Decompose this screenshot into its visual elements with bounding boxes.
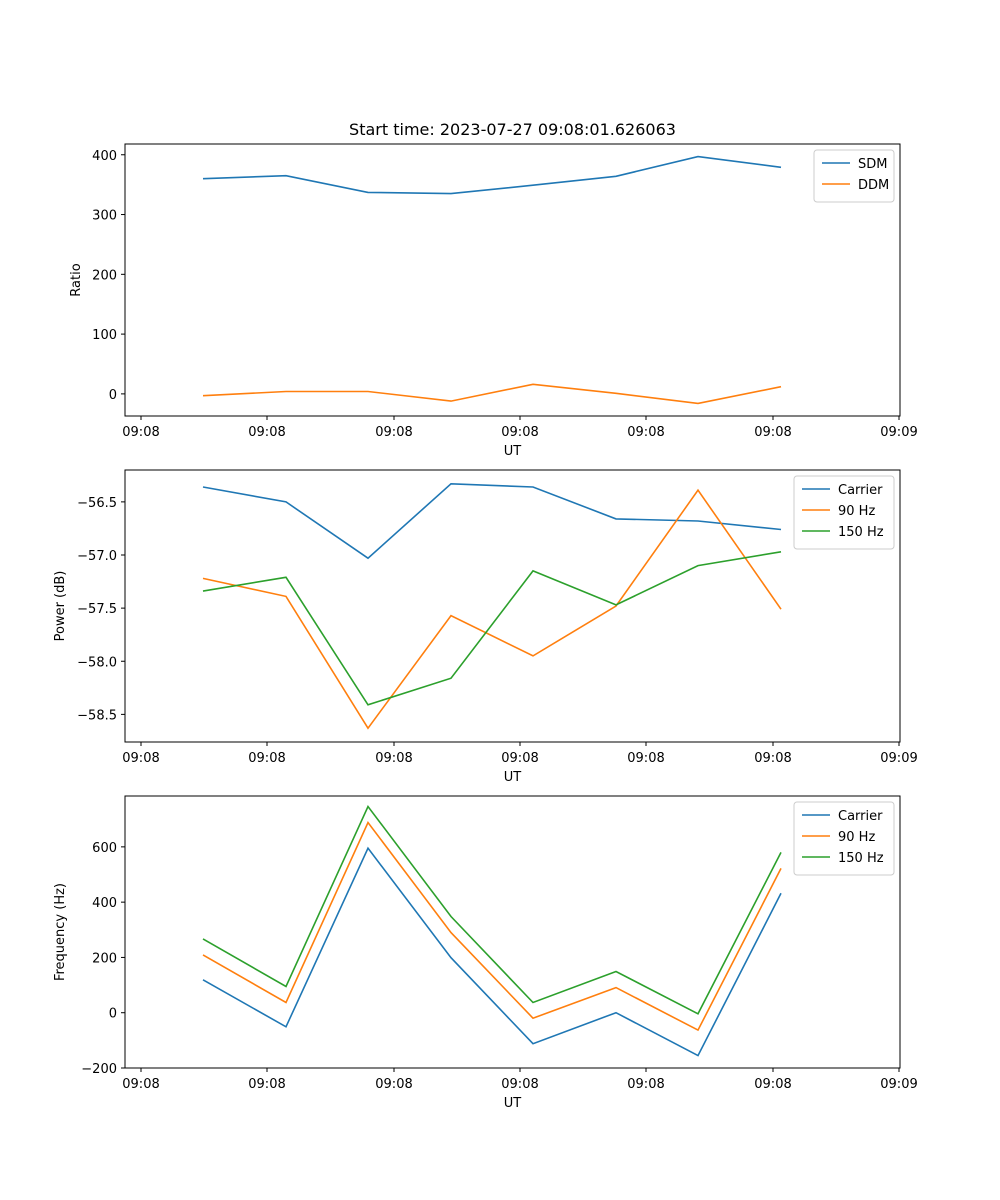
- x-tick-label: 09:08: [122, 751, 159, 766]
- y-tick-label: 200: [92, 951, 117, 966]
- x-tick-label: 09:08: [248, 1077, 285, 1092]
- y-tick-label: 300: [92, 209, 117, 224]
- x-tick-label: 09:08: [754, 751, 791, 766]
- legend-label: DDM: [858, 178, 889, 193]
- series-line-150-hz: [202, 551, 782, 706]
- legend-label: Carrier: [838, 809, 883, 824]
- y-tick-label: 0: [109, 1007, 117, 1022]
- chart-title: Start time: 2023-07-27 09:08:01.626063: [349, 120, 676, 139]
- series-line-150-hz: [202, 804, 782, 1015]
- x-tick-label: 09:08: [627, 751, 664, 766]
- y-tick-label: 400: [92, 896, 117, 911]
- legend-label: 90 Hz: [838, 830, 875, 845]
- x-axis-label: UT: [504, 770, 522, 785]
- y-tick-label: −58.0: [77, 655, 117, 670]
- series-line-carrier: [202, 846, 782, 1057]
- x-tick-label: 09:09: [880, 1077, 917, 1092]
- axes-frame: [124, 143, 901, 417]
- x-tick-label: 09:08: [122, 1077, 159, 1092]
- chart-panel-2: 09:08 09:08 09:08 09:08 09:08 09:08 09:09 −56.5…: [53, 469, 918, 785]
- x-tick-label: 09:08: [627, 1077, 664, 1092]
- series-line-carrier: [202, 482, 782, 560]
- y-tick-label: −200: [81, 1062, 117, 1077]
- series-line-90-hz: [202, 820, 782, 1032]
- x-tick-label: 09:08: [501, 425, 538, 440]
- y-tick-label: −56.5: [77, 496, 117, 511]
- legend-label: 150 Hz: [838, 525, 884, 540]
- series-line-90-hz: [202, 488, 782, 730]
- series-line-ddm: [202, 383, 782, 405]
- y-tick-label: −57.0: [77, 549, 117, 564]
- x-tick-label: 09:08: [375, 425, 412, 440]
- y-axis-label: Frequency (Hz): [53, 883, 68, 981]
- y-tick-label: 400: [92, 149, 117, 164]
- x-tick-label: 09:09: [880, 425, 917, 440]
- x-tick-label: 09:08: [375, 1077, 412, 1092]
- x-tick-label: 09:08: [501, 1077, 538, 1092]
- legend-label: 90 Hz: [838, 504, 875, 519]
- x-tick-label: 09:08: [501, 751, 538, 766]
- chart-panel-1: Start time: 2023-07-27 09:08:01.626063 09…: [69, 120, 918, 459]
- legend: SDM DDM: [813, 149, 895, 203]
- x-tick-label: 09:08: [248, 425, 285, 440]
- y-tick-label: −57.5: [77, 602, 117, 617]
- legend: Carrier 90 Hz 150 Hz: [793, 801, 895, 876]
- series-line-sdm: [202, 155, 782, 195]
- x-tick-label: 09:08: [754, 1077, 791, 1092]
- y-axis-label: Power (dB): [53, 571, 68, 642]
- x-tick-label: 09:08: [248, 751, 285, 766]
- x-tick-label: 09:08: [375, 751, 412, 766]
- chart-panel-3: 09:08 09:08 09:08 09:08 09:08 09:08 09:09 −200 0…: [53, 795, 918, 1111]
- legend-label: 150 Hz: [838, 851, 884, 866]
- legend: Carrier 90 Hz 150 Hz: [793, 475, 895, 550]
- y-tick-label: −58.5: [77, 708, 117, 723]
- x-tick-label: 09:08: [754, 425, 791, 440]
- legend-label: Carrier: [838, 483, 883, 498]
- x-axis-label: UT: [504, 1096, 522, 1111]
- axes-frame: [124, 795, 901, 1069]
- x-tick-label: 09:08: [122, 425, 159, 440]
- y-tick-label: 0: [109, 388, 117, 403]
- legend-label: SDM: [858, 157, 887, 172]
- x-tick-label: 09:09: [880, 751, 917, 766]
- y-axis-label: Ratio: [69, 263, 84, 296]
- x-axis-label: UT: [504, 444, 522, 459]
- y-tick-label: 200: [92, 268, 117, 283]
- x-tick-label: 09:08: [627, 425, 664, 440]
- y-tick-label: 600: [92, 841, 117, 856]
- axes-frame: [124, 469, 901, 743]
- y-tick-label: 100: [92, 328, 117, 343]
